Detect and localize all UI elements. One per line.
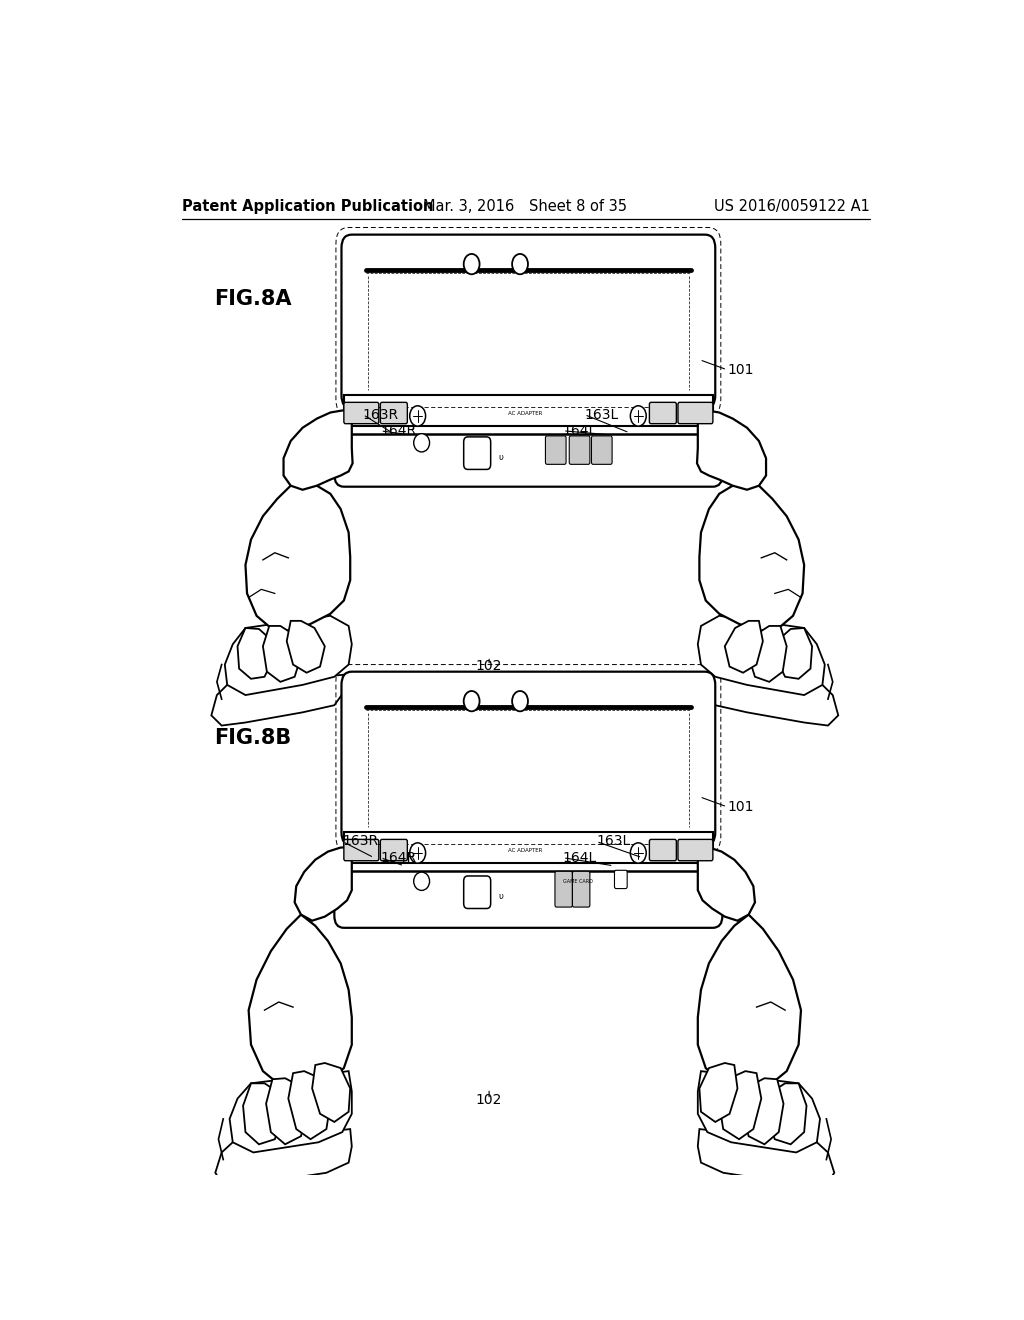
Text: 164L: 164L [563,424,597,438]
FancyBboxPatch shape [464,437,490,470]
FancyBboxPatch shape [678,403,713,424]
Polygon shape [243,1084,283,1144]
Text: 163L: 163L [585,408,618,421]
Polygon shape [266,1078,306,1144]
Text: GAME CARD: GAME CARD [563,879,593,884]
Polygon shape [697,411,766,490]
Polygon shape [287,620,325,673]
Polygon shape [725,620,763,673]
FancyBboxPatch shape [592,436,612,465]
Text: υ: υ [499,892,504,900]
Text: 164L: 164L [563,850,597,865]
Circle shape [464,253,479,275]
Polygon shape [706,675,839,726]
Polygon shape [284,411,352,490]
Ellipse shape [414,873,430,891]
Polygon shape [699,1063,737,1122]
Polygon shape [215,1129,352,1187]
Text: 163L: 163L [596,834,631,849]
Polygon shape [289,1071,331,1139]
Polygon shape [263,626,301,682]
Text: υ: υ [499,453,504,462]
Circle shape [512,690,528,711]
Text: US 2016/0059122 A1: US 2016/0059122 A1 [714,199,870,214]
FancyBboxPatch shape [555,871,572,907]
Polygon shape [767,1084,807,1144]
Polygon shape [743,1078,783,1144]
Text: 163R: 163R [362,408,399,421]
FancyBboxPatch shape [649,403,677,424]
Circle shape [631,405,646,426]
Text: 164R: 164R [380,424,417,438]
FancyBboxPatch shape [380,840,408,861]
Polygon shape [719,1071,761,1139]
Text: FIG.8B: FIG.8B [214,727,291,747]
FancyBboxPatch shape [572,871,590,907]
FancyBboxPatch shape [546,436,566,465]
Text: 164R: 164R [380,850,417,865]
FancyBboxPatch shape [649,840,677,861]
Polygon shape [249,915,352,1092]
FancyBboxPatch shape [614,870,627,888]
FancyBboxPatch shape [341,235,715,408]
Polygon shape [225,615,352,696]
Text: 101: 101 [727,363,754,376]
Circle shape [512,253,528,275]
Polygon shape [312,1063,350,1122]
Text: 163R: 163R [342,834,379,849]
Text: Mar. 3, 2016  Sheet 8 of 35: Mar. 3, 2016 Sheet 8 of 35 [423,199,627,214]
FancyBboxPatch shape [334,413,722,487]
FancyBboxPatch shape [334,850,722,928]
Polygon shape [697,1129,835,1187]
FancyBboxPatch shape [678,840,713,861]
Polygon shape [229,1071,352,1152]
Polygon shape [697,915,801,1092]
FancyBboxPatch shape [380,403,408,424]
Text: 101: 101 [727,800,754,814]
Polygon shape [699,486,804,631]
Text: AC ADAPTER: AC ADAPTER [508,847,542,853]
Text: Patent Application Publication: Patent Application Publication [182,199,433,214]
Ellipse shape [414,434,430,451]
Circle shape [410,405,426,426]
Text: 102: 102 [476,659,503,673]
Polygon shape [749,626,786,682]
Text: FIG.8A: FIG.8A [214,289,291,309]
Bar [344,395,713,426]
Text: 102: 102 [476,1093,503,1106]
FancyBboxPatch shape [569,436,590,465]
Polygon shape [238,628,272,678]
FancyBboxPatch shape [344,840,379,861]
Polygon shape [697,615,824,696]
Polygon shape [697,847,755,921]
Polygon shape [211,675,344,726]
Bar [344,833,713,863]
Text: AC ADAPTER: AC ADAPTER [508,411,542,416]
Circle shape [410,843,426,863]
Polygon shape [295,847,352,921]
FancyBboxPatch shape [341,672,715,846]
FancyBboxPatch shape [464,876,490,908]
Polygon shape [246,486,350,631]
Polygon shape [697,1071,820,1152]
Polygon shape [777,628,812,678]
Circle shape [464,690,479,711]
Circle shape [631,843,646,863]
FancyBboxPatch shape [344,403,379,424]
